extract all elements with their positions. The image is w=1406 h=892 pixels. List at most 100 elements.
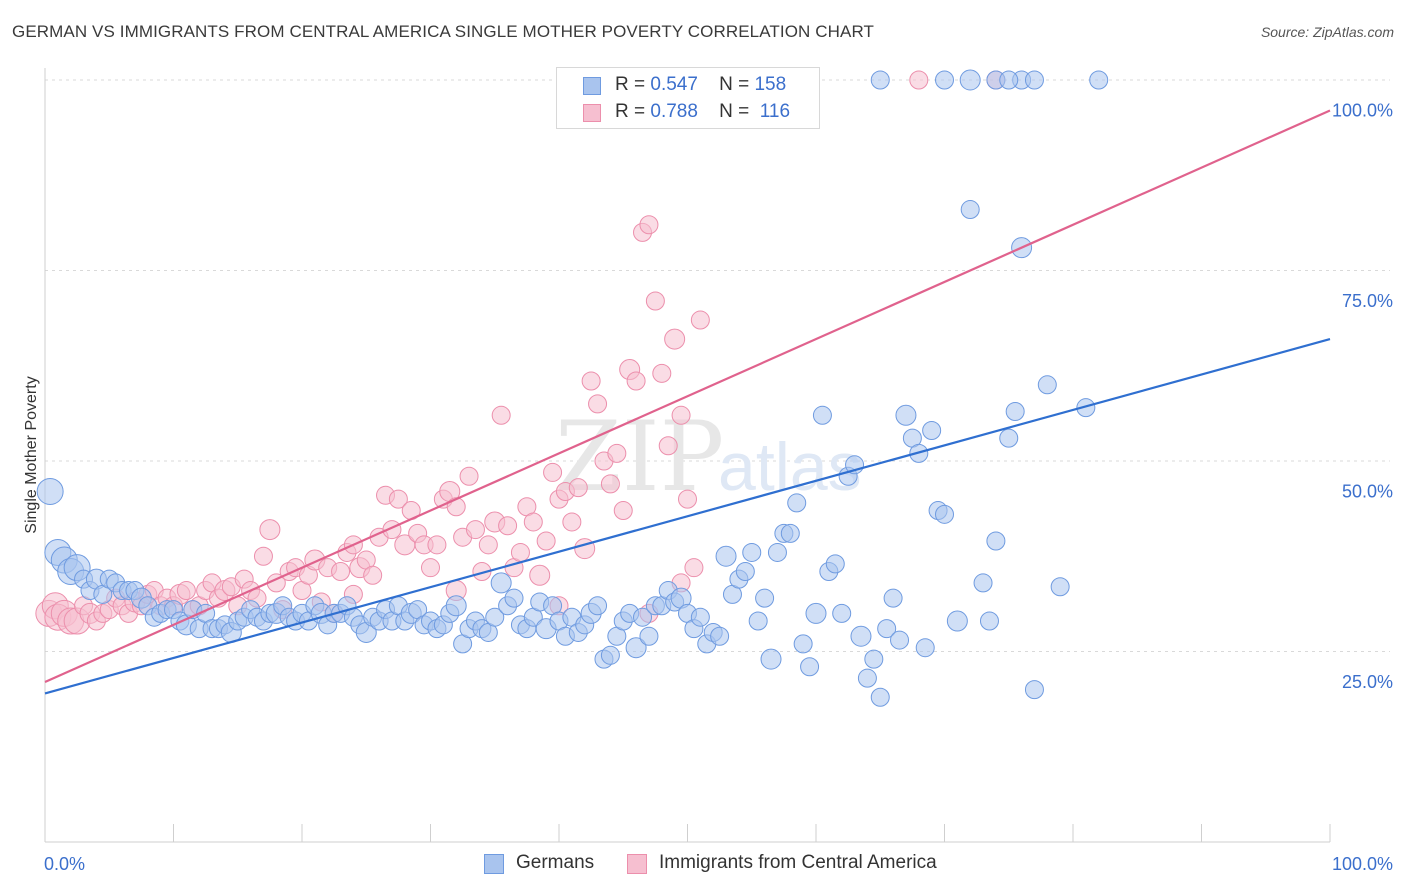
axes (44, 68, 1331, 843)
central-america-point (331, 561, 351, 581)
legend-swatch-blue (484, 854, 504, 874)
germans-point (755, 588, 775, 608)
germans-point (787, 493, 807, 513)
germans-point (742, 542, 762, 562)
central-america-point (671, 405, 691, 425)
germans-point (915, 638, 935, 658)
germans-point (633, 607, 653, 627)
n-label: N = (719, 74, 750, 95)
r-value: 0.788 (650, 101, 698, 122)
x-tick-label: 100.0% (1332, 854, 1393, 874)
central-america-point (639, 215, 659, 235)
germans-point (946, 610, 968, 632)
gridlines (45, 79, 1390, 652)
germans-point (625, 637, 647, 659)
germans-point (935, 70, 954, 90)
central-america-point (523, 512, 543, 532)
germans-point (890, 630, 910, 650)
central-america-point (581, 371, 601, 391)
germans-point (1037, 375, 1057, 395)
central-america-point (388, 489, 408, 509)
n-label: N = (719, 101, 750, 122)
germans-point (895, 404, 917, 426)
central-america-point (363, 565, 383, 585)
central-america-point (658, 436, 678, 456)
germans-point (935, 504, 954, 524)
germans-point (710, 626, 730, 646)
germans-point (767, 542, 787, 562)
germans-point (1050, 577, 1070, 597)
germans-point (1076, 398, 1096, 418)
central-america-point (562, 512, 582, 532)
germans-point (973, 573, 993, 593)
central-america-point (568, 478, 588, 498)
germans-point (999, 70, 1019, 90)
germans-point (1089, 70, 1109, 90)
germans-point (1024, 70, 1044, 90)
germans-point (800, 657, 820, 677)
germans-point (832, 603, 852, 623)
germans-point (445, 595, 467, 617)
germans-point (979, 611, 999, 631)
germans-point (760, 648, 782, 670)
central-america-point (253, 546, 273, 566)
y-tick-label: 75.0% (1342, 291, 1393, 311)
chart-source: Source: ZipAtlas.com (1260, 24, 1394, 40)
trend-line-central-america (44, 109, 1331, 683)
germans-point (864, 649, 884, 669)
germans-point (883, 588, 903, 608)
trend-line-germans (44, 338, 1331, 695)
germans-point (1005, 401, 1025, 421)
germans-point (805, 602, 827, 624)
central-america-point (684, 558, 704, 578)
germans-point (690, 607, 710, 627)
germans-point (735, 561, 755, 581)
y-tick-label: 50.0% (1342, 481, 1393, 501)
central-america-point (626, 371, 646, 391)
germans-point (999, 428, 1019, 448)
germans-point (857, 668, 877, 688)
central-america-point (427, 535, 447, 555)
chart-title: GERMAN VS IMMIGRANTS FROM CENTRAL AMERIC… (12, 22, 874, 41)
germans-point (485, 607, 505, 627)
central-america-point (600, 474, 620, 494)
central-america-point (607, 443, 627, 463)
central-america-point (478, 535, 498, 555)
central-america-point (613, 501, 633, 521)
central-america-point (176, 581, 196, 601)
legend-swatch-pink (583, 104, 601, 122)
x-tick-label: 0.0% (44, 854, 85, 874)
central-america-point (678, 489, 697, 509)
central-america-point (588, 394, 608, 414)
central-america-point (536, 531, 556, 551)
legend-label-germans: Germans (516, 852, 595, 873)
central-america-point (543, 462, 563, 482)
central-america-point (259, 519, 281, 541)
central-america-point (690, 310, 710, 330)
y-axis-label: Single Mother Poverty (23, 376, 40, 533)
germans-point (877, 619, 897, 639)
germans-point (639, 626, 659, 646)
germans-point (1024, 680, 1044, 700)
germans-point (812, 405, 832, 425)
watermark-atlas: atlas (718, 429, 862, 505)
germans-point (504, 588, 524, 608)
legend-label-central-america: Immigrants from Central America (659, 852, 937, 873)
stats-legend: R = 0.547 N = 158 R = 0.788 N = 116 (556, 67, 820, 129)
tick-labels: 25.0% 50.0% 75.0% 100.0% 0.0% 100.0% (44, 100, 1393, 874)
germans-point (922, 421, 942, 441)
germans-point (600, 645, 620, 665)
central-america-point (446, 497, 466, 517)
germans-point (36, 477, 64, 505)
legend-swatch-pink (627, 854, 647, 874)
germans-point (715, 545, 737, 567)
central-america-point (421, 558, 440, 578)
germans-point (960, 200, 980, 220)
r-label: R = (615, 101, 646, 122)
y-tick-label: 25.0% (1342, 672, 1393, 692)
central-america-point (664, 328, 686, 350)
central-america-point (498, 516, 518, 536)
central-america-point (465, 520, 485, 540)
germans-point (588, 596, 608, 616)
